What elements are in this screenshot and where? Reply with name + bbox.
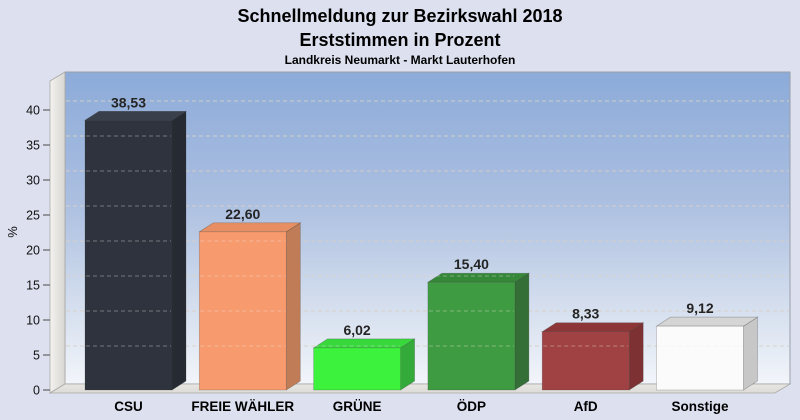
bar-side-face	[171, 110, 187, 391]
bar-front-face	[541, 331, 630, 391]
bar-top-face	[655, 316, 759, 327]
y-tick-label-25: 25	[26, 209, 40, 223]
bar-oedp	[426, 272, 531, 391]
chart-header: Schnellmeldung zur Bezirkswahl 2018 Erst…	[0, 0, 800, 68]
category-label-afd: AfD	[574, 399, 598, 414]
bar-top-face	[83, 110, 188, 121]
bar-side-face	[743, 316, 758, 391]
chart-title: Schnellmeldung zur Bezirkswahl 2018	[237, 6, 563, 26]
bar-freie-waehler	[198, 222, 302, 391]
bar-front-face	[656, 325, 744, 391]
y-tick-label-30: 30	[26, 174, 40, 188]
bar-front-face	[313, 347, 401, 391]
plot-left-wall	[49, 71, 66, 394]
bar-front-face	[427, 281, 516, 391]
value-label-afd: 8,33	[572, 306, 599, 322]
category-label-freie-waehler: FREIE WÄHLER	[191, 399, 294, 414]
bar-top-face	[426, 272, 531, 283]
y-tick-label-5: 5	[33, 349, 40, 363]
value-label-oedp: 15,40	[454, 256, 489, 272]
chart-subtitle: Erststimmen in Prozent	[299, 30, 501, 50]
bar-top-face	[541, 322, 645, 333]
bar-csu	[83, 110, 188, 391]
category-label-gruene: GRÜNE	[333, 399, 382, 414]
chart-region-label: Landkreis Neumarkt - Markt Lauterhofen	[284, 53, 516, 67]
bar-top-face	[312, 338, 416, 349]
bar-sonstige	[655, 316, 759, 391]
category-label-oedp: ÖDP	[457, 399, 486, 414]
value-label-gruene: 6,02	[343, 322, 370, 338]
y-axis-unit-label: %	[5, 226, 20, 238]
category-label-sonstige: Sonstige	[671, 399, 728, 414]
bar-side-face	[285, 222, 301, 391]
bar-side-face	[514, 272, 530, 391]
bars-group	[83, 110, 759, 391]
bar-front-face	[198, 231, 287, 391]
y-tick-label-10: 10	[26, 314, 40, 328]
bar-front-face	[84, 119, 173, 391]
value-label-freie-waehler: 22,60	[225, 206, 260, 222]
bar-side-face	[628, 322, 644, 391]
y-tick-label-20: 20	[26, 244, 40, 258]
bar-top-face	[198, 222, 302, 233]
y-tick-label-0: 0	[33, 384, 40, 398]
y-tick-label-35: 35	[26, 139, 40, 153]
value-label-csu: 38,53	[111, 94, 146, 110]
bar-gruene	[312, 338, 416, 391]
bar-afd	[541, 322, 645, 391]
y-tick-label-40: 40	[26, 104, 40, 118]
category-label-csu: CSU	[114, 399, 143, 414]
y-tick-label-15: 15	[26, 279, 40, 293]
value-label-sonstige: 9,12	[686, 300, 713, 316]
